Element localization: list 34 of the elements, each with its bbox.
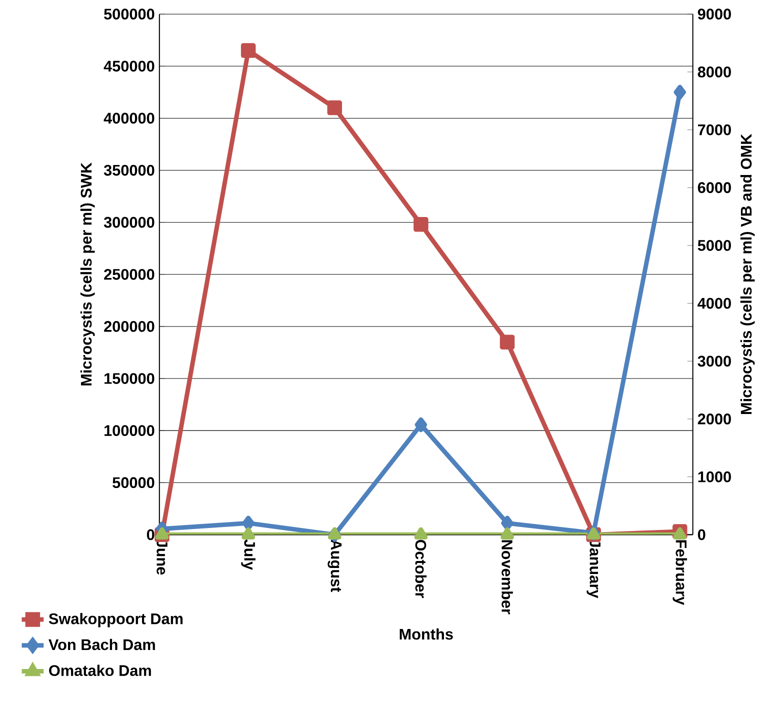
y2-tick-label: 9000 bbox=[698, 8, 731, 20]
y2-tick-label: 4000 bbox=[698, 298, 731, 309]
y2-tick-label: 8000 bbox=[698, 66, 731, 78]
y2-tick-label: 2000 bbox=[698, 414, 731, 425]
y-tick-label: 150000 bbox=[104, 373, 154, 384]
x-tick-label: June bbox=[156, 540, 168, 575]
legend-label: Swakoppoort Dam bbox=[48, 613, 183, 628]
y-tick-label: 250000 bbox=[104, 269, 154, 280]
y-tick-label: 450000 bbox=[104, 60, 154, 72]
y2-tick-label: 3000 bbox=[698, 356, 731, 367]
x-tick-label: October bbox=[415, 540, 427, 598]
y2-tick-label: 0 bbox=[698, 529, 706, 540]
x-tick-label: February bbox=[672, 540, 688, 606]
y2-tick-label: 6000 bbox=[698, 182, 731, 194]
y-tick-label: 350000 bbox=[104, 165, 154, 176]
y-tick-label: 300000 bbox=[104, 217, 154, 228]
y-axis-title: Microcystis (cells per ml) SWK bbox=[80, 162, 95, 386]
y2-tick-label: 5000 bbox=[698, 240, 731, 252]
x-tick-label: August bbox=[328, 540, 342, 592]
x-tick-label: July bbox=[241, 540, 256, 570]
y-tick-label: 200000 bbox=[104, 321, 154, 332]
y-tick-label: 50000 bbox=[112, 477, 154, 488]
legend-label: Omatako Dam bbox=[49, 664, 151, 676]
y2-axis-title: Microcystis (cells per ml) VB and OMK bbox=[740, 134, 755, 414]
y2-tick-label: 1000 bbox=[698, 472, 731, 482]
y-tick-label: 100000 bbox=[104, 425, 154, 436]
y2-tick-label: 7000 bbox=[698, 124, 731, 136]
x-tick-label: January bbox=[586, 540, 600, 598]
y-tick-label: 400000 bbox=[104, 112, 154, 124]
x-axis-title: Months bbox=[400, 628, 453, 640]
y-tick-label: 0 bbox=[146, 529, 154, 540]
x-tick-label: November bbox=[502, 540, 513, 614]
legend-label: Von Bach Dam bbox=[48, 639, 155, 650]
y-tick-label: 500000 bbox=[104, 8, 154, 20]
